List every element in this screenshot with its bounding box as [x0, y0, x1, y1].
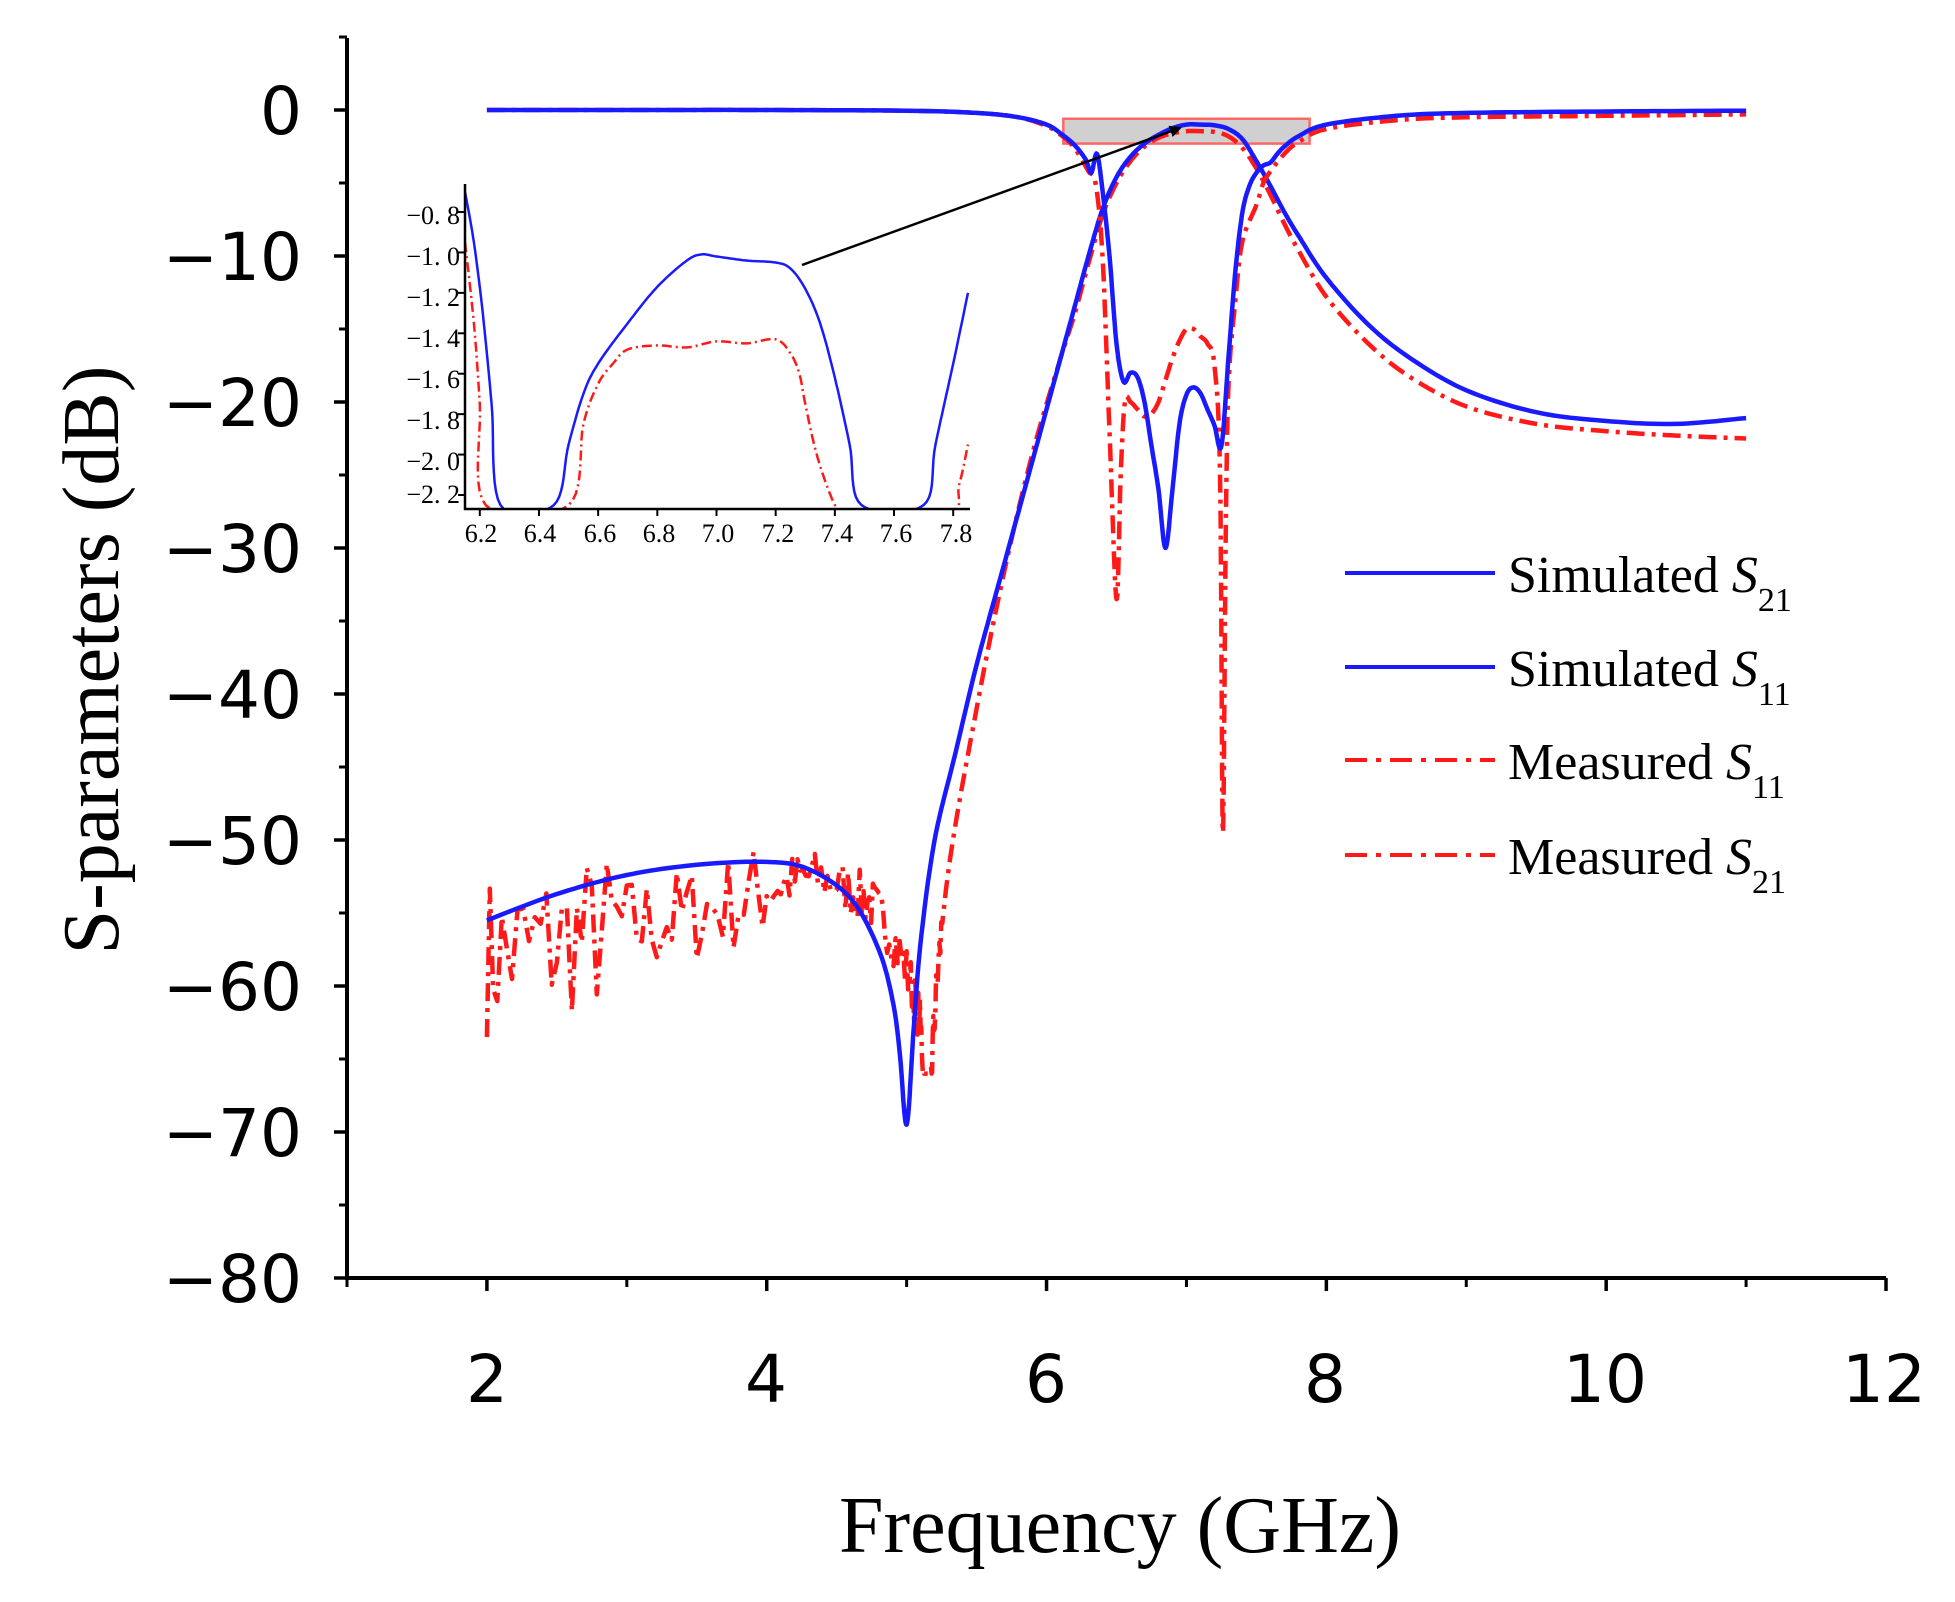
- y-tick-label: −40: [163, 657, 302, 734]
- legend-label: Measured S21: [1508, 829, 1786, 901]
- inset-x-tick-label: 6.2: [465, 519, 498, 548]
- y-tick-label: −50: [163, 803, 302, 880]
- x-tick-label: 2: [466, 1341, 508, 1418]
- x-tick-labels: 2 4 6 8 10 12: [466, 1341, 1926, 1418]
- inset-axis-ticks: [458, 211, 955, 516]
- inset-y-tick-labels: −0. 8 −1. 0 −1. 2 −1. 4 −1. 6 −1. 8 −2. …: [406, 201, 460, 509]
- inset-x-tick-label: 7.8: [940, 519, 973, 548]
- main-series-group: [484, 107, 1747, 1127]
- inset-y-tick-label: −0. 8: [406, 201, 460, 230]
- inset-y-tick-label: −1. 2: [406, 283, 460, 312]
- y-tick-label: −60: [163, 949, 302, 1026]
- inset-x-tick-labels: 6.2 6.4 6.6 6.8 7.0 7.2 7.4 7.6 7.8: [465, 519, 973, 548]
- y-tick-label: −30: [163, 511, 302, 588]
- inset-series-line-simulated-s21: [465, 191, 970, 508]
- y-tick-label: −10: [163, 219, 302, 296]
- series-line-simulated-s21: [486, 122, 1747, 1127]
- x-axis-title: Frequency (GHz): [839, 1482, 1401, 1570]
- legend-item: Measured S11: [1345, 734, 1785, 806]
- legend-item: Measured S21: [1345, 829, 1786, 901]
- inset-x-tick-label: 6.4: [524, 519, 557, 548]
- inset-y-tick-label: −2. 2: [406, 480, 460, 509]
- inset-y-tick-label: −1. 0: [406, 242, 460, 271]
- inset-series-group: [465, 191, 970, 508]
- y-tick-label: −20: [163, 365, 302, 442]
- legend: Simulated S21 Simulated S11 Measured S11…: [1345, 547, 1792, 901]
- y-tick-label: −80: [163, 1241, 302, 1318]
- legend-label: Measured S11: [1508, 734, 1785, 806]
- inset-x-tick-label: 7.2: [762, 519, 795, 548]
- legend-label: Simulated S21: [1508, 547, 1792, 619]
- y-tick-label: 0: [260, 73, 302, 150]
- legend-label: Simulated S11: [1508, 641, 1791, 713]
- y-tick-label: −70: [163, 1095, 302, 1172]
- inset-chart: 6.2 6.4 6.6 6.8 7.0 7.2 7.4 7.6 7.8 −0. …: [406, 184, 972, 548]
- y-axis-ticks: [334, 35, 347, 1280]
- inset-x-tick-label: 6.6: [584, 519, 617, 548]
- inset-series-line-measured-s21: [465, 242, 970, 508]
- inset-x-tick-label: 6.8: [643, 519, 676, 548]
- legend-item: Simulated S11: [1345, 641, 1791, 713]
- inset-y-tick-label: −2. 0: [406, 447, 460, 476]
- series-line-simulated-s11: [486, 107, 1747, 551]
- x-tick-label: 8: [1304, 1341, 1346, 1418]
- x-axis-ticks: [345, 1278, 1888, 1291]
- axes: [345, 38, 1886, 1280]
- x-tick-label: 12: [1842, 1341, 1926, 1418]
- inset-x-tick-label: 7.4: [821, 519, 854, 548]
- x-tick-label: 6: [1025, 1341, 1067, 1418]
- inset-y-tick-label: −1. 4: [406, 324, 460, 353]
- zoom-annotation-arrow: [801, 125, 1182, 267]
- series-line-measured-s21: [484, 128, 1747, 1076]
- inset-y-tick-label: −1. 6: [406, 365, 460, 394]
- legend-item: Simulated S21: [1345, 547, 1792, 619]
- inset-x-tick-label: 7.0: [702, 519, 735, 548]
- y-tick-labels: 0 −10 −20 −30 −40 −50 −60 −70 −80: [163, 73, 302, 1318]
- x-tick-label: 4: [745, 1341, 787, 1418]
- inset-y-tick-label: −1. 8: [406, 406, 460, 435]
- y-axis-title: S-parameters (dB): [48, 366, 136, 955]
- inset-x-tick-label: 7.6: [880, 519, 913, 548]
- x-tick-label: 10: [1563, 1341, 1647, 1418]
- series-line-measured-s11: [486, 107, 1747, 835]
